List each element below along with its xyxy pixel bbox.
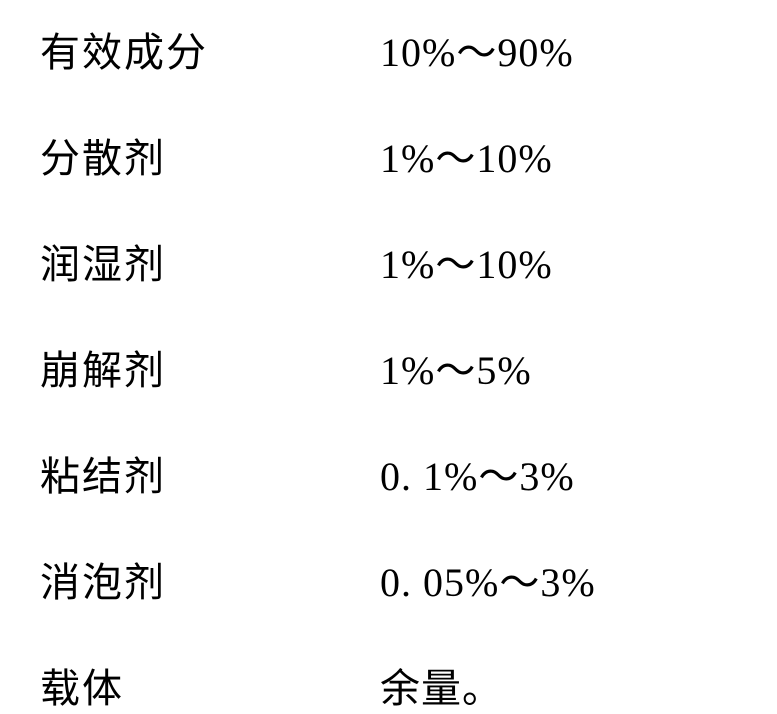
ingredient-value: 1%～5% — [380, 338, 532, 396]
ingredient-value: 余量。 — [380, 656, 503, 714]
ingredient-label: 有效成分 — [40, 20, 380, 78]
table-row: 粘结剂 0. 1%～3% — [40, 444, 737, 502]
table-row: 消泡剂 0. 05%～3% — [40, 550, 737, 608]
ingredient-label: 载体 — [40, 656, 380, 714]
ingredient-value: 1%～10% — [380, 232, 553, 290]
table-row: 润湿剂 1%～10% — [40, 232, 737, 290]
ingredient-label: 粘结剂 — [40, 444, 380, 502]
ingredient-value: 0. 05%～3% — [380, 550, 596, 608]
ingredient-label: 分散剂 — [40, 126, 380, 184]
table-row: 有效成分 10%～90% — [40, 20, 737, 78]
composition-table: 有效成分 10%～90% 分散剂 1%～10% 润湿剂 1%～10% 崩解剂 1… — [40, 20, 737, 714]
table-row: 分散剂 1%～10% — [40, 126, 737, 184]
table-row: 载体 余量。 — [40, 656, 737, 714]
ingredient-label: 消泡剂 — [40, 550, 380, 608]
ingredient-value: 1%～10% — [380, 126, 553, 184]
ingredient-value: 0. 1%～3% — [380, 444, 575, 502]
table-row: 崩解剂 1%～5% — [40, 338, 737, 396]
ingredient-label: 崩解剂 — [40, 338, 380, 396]
ingredient-value: 10%～90% — [380, 20, 574, 78]
ingredient-label: 润湿剂 — [40, 232, 380, 290]
